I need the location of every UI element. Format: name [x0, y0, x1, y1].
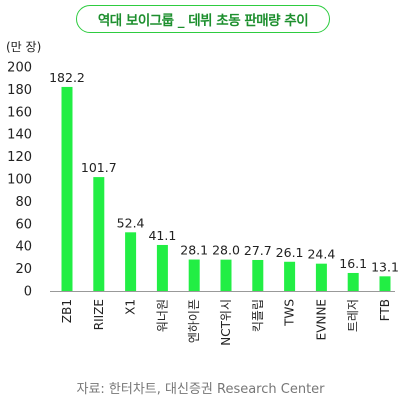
y-tick-label: 20: [15, 262, 32, 277]
value-label: 101.7: [81, 160, 117, 175]
value-label: 182.2: [49, 70, 85, 85]
category-label: RIIZE: [92, 299, 106, 330]
category-label: X1: [124, 299, 138, 315]
bar: [252, 259, 264, 291]
value-label: 28.0: [212, 243, 240, 258]
bar: [315, 263, 327, 291]
bar: [284, 261, 296, 291]
bar: [61, 86, 73, 291]
y-tick-label: 0: [24, 285, 32, 300]
value-label: 41.1: [148, 228, 176, 243]
category-label: NCT위시: [219, 299, 233, 346]
category-label: 엔하이픈: [187, 299, 201, 343]
value-labels: 182.2 101.7 52.441.1 28.1 28.0 27.7 26.1 24.4 16…: [49, 70, 399, 274]
value-label: 27.7: [244, 243, 272, 258]
y-tick-label: 80: [15, 195, 32, 210]
value-label: 16.1: [339, 256, 367, 271]
y-tick-label: 160: [7, 105, 32, 120]
bar: [125, 232, 137, 291]
y-tick-label: 100: [7, 173, 32, 188]
category-label: FTB: [378, 299, 392, 321]
category-label: 워너원: [155, 299, 169, 332]
value-label: 52.4: [117, 215, 145, 230]
y-tick-label: 140: [7, 128, 32, 143]
value-label: 26.1: [276, 245, 304, 260]
category-label: TWS: [283, 299, 297, 327]
bar: [347, 272, 359, 291]
category-label: ZB1: [60, 299, 74, 323]
category-labels: ZB1 RIIZE X1 워너원 엔하이픈 NCT위시 킥플립 TWS EVNNE 트레저 FTB: [60, 299, 392, 346]
y-tick-label: 180: [7, 83, 32, 98]
bars: [61, 86, 391, 291]
category-label: 킥플립: [251, 299, 265, 332]
bar: [220, 259, 232, 291]
bar: [379, 276, 391, 291]
category-label: 트레저: [346, 299, 360, 332]
value-label: 24.4: [307, 247, 335, 262]
value-label: 28.1: [180, 243, 208, 258]
y-tick-label: 120: [7, 150, 32, 165]
value-label: 13.1: [371, 259, 399, 274]
category-label: EVNNE: [314, 299, 328, 340]
source-note: 자료: 한터차트, 대신증권 Research Center: [76, 382, 325, 397]
bar: [156, 244, 168, 291]
y-axis-ticks: 0 20 40 60 80 100 120 140 160 180 200: [7, 61, 32, 300]
bar: [188, 259, 200, 291]
y-axis-unit-label: (만 장): [6, 40, 42, 54]
chart-title: 역대 보이그룹 _ 데뷔 초동 판매량 추이: [76, 5, 330, 33]
y-tick-label: 60: [15, 217, 32, 232]
y-tick-label: 40: [15, 240, 32, 255]
bar: [93, 177, 105, 291]
y-tick-label: 200: [7, 61, 32, 76]
